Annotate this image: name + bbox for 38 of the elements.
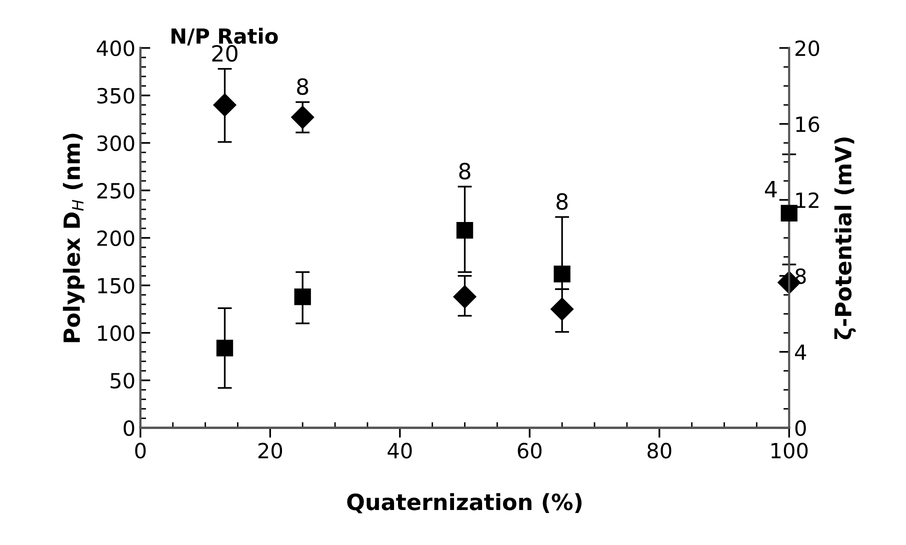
x-axis-title: Quaternization (%): [347, 493, 582, 514]
point: [456, 222, 474, 239]
point: [213, 93, 236, 116]
x-tick-label: 80: [648, 442, 672, 459]
y2-tick-label: 20: [796, 40, 820, 56]
y-tick-label: 100: [98, 325, 134, 342]
point: [216, 340, 234, 356]
y-tick-label: 350: [97, 88, 134, 104]
point: [550, 298, 574, 321]
y-tick-label: 0: [124, 420, 134, 436]
y-tick-label: 150: [98, 278, 134, 294]
annotation: 8: [556, 193, 568, 210]
x-tick-label: 60: [518, 442, 542, 459]
y2-tick-label: 12: [796, 192, 818, 208]
y-tick-label: 400: [96, 40, 134, 56]
y-tick-label: 300: [97, 135, 134, 152]
y2-tick-label: 4: [795, 344, 806, 360]
x-tick-label: 100: [772, 442, 808, 459]
text: N/P Ratio: [172, 28, 278, 46]
x-tick-label: 0: [135, 442, 146, 459]
y-tick-label: 200: [97, 230, 134, 246]
y2-axis-title: ζ-Potential (mV): [834, 137, 856, 340]
annotation: 8: [459, 162, 470, 180]
point: [291, 106, 314, 129]
point: [780, 204, 798, 222]
y-tick-label: 250: [97, 182, 134, 199]
annotation: 8: [297, 78, 308, 96]
y-tick-label: 50: [110, 372, 134, 389]
y2-tick-label: 0: [795, 420, 806, 436]
point: [453, 285, 476, 308]
x-tick-label: 20: [258, 442, 282, 459]
annotation: 4: [764, 181, 777, 198]
y-axis-title: Polyplex D$_{H}$ (nm): [62, 134, 85, 342]
y2-tick-label: 16: [796, 116, 820, 132]
point: [554, 266, 570, 282]
x-tick-label: 40: [388, 442, 412, 459]
point: [294, 288, 311, 306]
annotation: 20: [212, 44, 238, 62]
